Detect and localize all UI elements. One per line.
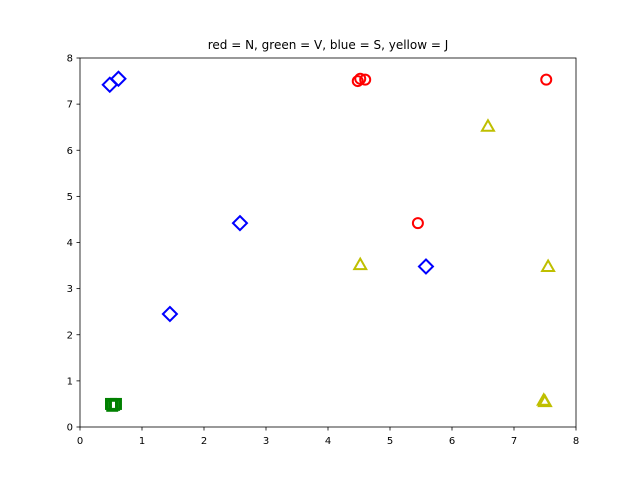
x-tick-label: 8 (573, 436, 579, 447)
x-tick-label: 1 (139, 436, 145, 447)
data-point-circle (354, 72, 367, 85)
data-point-circle (359, 73, 372, 86)
data-point-circle (351, 75, 364, 88)
data-point-circle (411, 217, 424, 230)
data-point-diamond (417, 258, 435, 275)
data-point-triangle (540, 258, 556, 272)
y-tick-label: 7 (67, 100, 73, 111)
y-tick-label: 0 (67, 423, 73, 434)
x-tick-label: 5 (387, 436, 393, 447)
y-tick-label: 8 (67, 54, 73, 65)
x-tick-label: 4 (325, 436, 331, 447)
x-tick-label: 0 (77, 436, 83, 447)
data-point-diamond (161, 305, 179, 323)
y-tick-label: 4 (67, 238, 73, 249)
x-tick-label: 7 (511, 436, 517, 447)
chart-title: red = N, green = V, blue = S, yellow = J (208, 38, 449, 52)
data-point-diamond (231, 214, 249, 232)
y-tick-label: 1 (67, 376, 73, 387)
plot-area: 0 1 2 3 4 5 6 7 8 0 1 2 3 4 5 6 7 8 (67, 54, 580, 448)
data-point-triangle (537, 393, 553, 408)
axes-frame (79, 57, 577, 428)
y-tick-label: 3 (67, 284, 73, 295)
x-tick-label: 2 (201, 436, 207, 447)
data-point-diamond (110, 70, 127, 88)
y-tick-label: 5 (67, 192, 73, 203)
data-point-square (109, 397, 122, 410)
data-point-triangle (480, 118, 496, 132)
data-point-triangle (352, 256, 368, 271)
x-tick-label: 3 (263, 436, 269, 447)
data-point-circle (540, 73, 553, 86)
data-point-square (106, 399, 119, 412)
data-point-diamond (101, 76, 119, 94)
y-tick-label: 6 (67, 146, 73, 157)
x-tick-label: 6 (449, 436, 455, 447)
y-tick-label: 2 (67, 330, 73, 341)
